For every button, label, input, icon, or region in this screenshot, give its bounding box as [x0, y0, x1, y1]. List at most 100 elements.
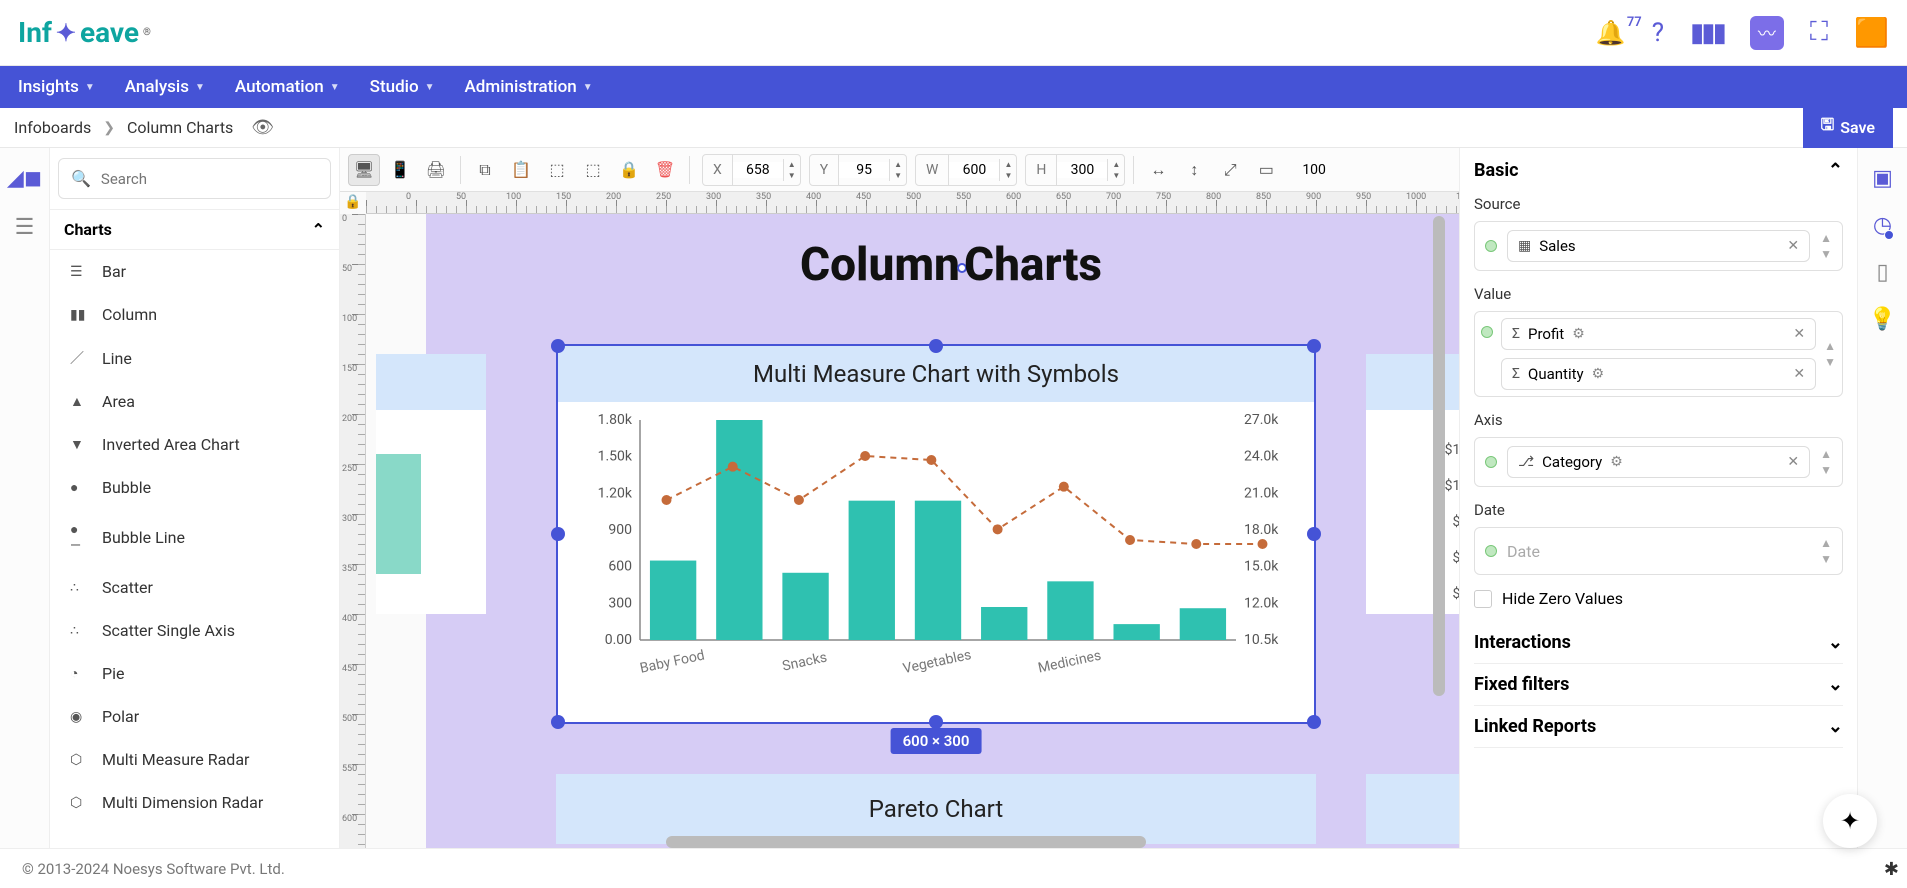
ruler-lock-icon[interactable]: 🔒 [344, 194, 361, 210]
peek-widget-left[interactable] [376, 354, 486, 614]
field-caret[interactable]: ▲▼ [1824, 339, 1836, 369]
field-caret[interactable]: ▲▼ [1820, 447, 1832, 477]
section-fixed-filters[interactable]: Fixed filters ⌄ [1474, 664, 1843, 706]
value-field[interactable]: ΣProfit⚙✕ΣQuantity⚙✕ ▲▼ [1474, 311, 1843, 397]
notifications-button[interactable]: 🔔77 [1596, 19, 1626, 47]
chart-type-item[interactable]: ⬡Multi Dimension Radar [50, 781, 339, 824]
lock-icon[interactable]: 🔒 [613, 154, 645, 186]
library-icon[interactable]: ▮▮▮ [1690, 18, 1724, 48]
fit-height-icon[interactable]: ↕ [1178, 154, 1210, 186]
resize-handle-tr[interactable] [1307, 339, 1321, 353]
resize-handle-bm[interactable] [929, 715, 943, 729]
nav-studio[interactable]: Studio▼ [370, 77, 435, 97]
remove-chip-icon[interactable]: ✕ [1787, 238, 1799, 254]
spin-down-icon[interactable]: ▼ [1108, 170, 1124, 181]
paste-icon[interactable]: 📋 [505, 154, 537, 186]
zoom-value[interactable]: 100 [1292, 162, 1336, 178]
send-back-icon[interactable]: ⬚ [577, 154, 609, 186]
settings-rail-icon[interactable]: ▣ [1872, 166, 1893, 191]
checkbox[interactable] [1474, 590, 1492, 608]
remove-chip-icon[interactable]: ✕ [1793, 326, 1805, 342]
logo[interactable]: Inf✦eave® [18, 16, 151, 49]
fullscreen-icon[interactable]: ⛶ [1810, 17, 1828, 48]
chart-type-item[interactable]: ●Bubble [50, 466, 339, 509]
field-caret[interactable]: ▲▼ [1820, 536, 1832, 566]
canvas-page[interactable]: ColumnCharts Multi Measure Chart with Sy… [426, 214, 1459, 848]
expand-icon[interactable]: ⤢ [1214, 154, 1246, 186]
chart-type-item[interactable]: ⬡Multi Measure Radar [50, 738, 339, 781]
pulse-icon[interactable]: 〰 [1750, 16, 1784, 50]
page-title[interactable]: ColumnCharts [426, 214, 1459, 302]
gauge-rail-icon[interactable]: ◷ [1873, 213, 1892, 238]
source-field[interactable]: ▦ Sales ✕ ▲▼ [1474, 221, 1843, 271]
vertical-scrollbar[interactable] [1433, 216, 1445, 696]
section-basic[interactable]: Basic ⌃ [1474, 160, 1843, 181]
nav-administration[interactable]: Administration▼ [465, 77, 593, 97]
section-interactions[interactable]: Interactions ⌄ [1474, 622, 1843, 664]
user-avatar-icon[interactable]: 🟧 [1854, 16, 1889, 49]
fit-width-icon[interactable]: ↔ [1142, 154, 1174, 186]
y-input[interactable] [839, 162, 889, 178]
resize-handle-mr[interactable] [1307, 527, 1321, 541]
shapes-icon[interactable]: ◢◼ [7, 166, 42, 191]
spin-up-icon[interactable]: ▲ [1108, 159, 1124, 170]
selected-chart-widget[interactable]: Multi Measure Chart with Symbols 1.80k1.… [556, 344, 1316, 724]
breadcrumb-root[interactable]: Infoboards [14, 118, 91, 137]
chart-type-item[interactable]: ◔Pie [50, 652, 339, 695]
mobile-view-icon[interactable]: 📱 [384, 154, 416, 186]
peek-widget-bottom[interactable]: Pareto Chart [556, 774, 1316, 844]
resize-handle-bl[interactable] [551, 715, 565, 729]
chart-type-item[interactable]: ∴Scatter [50, 566, 339, 609]
resize-handle-tm[interactable] [929, 339, 943, 353]
save-button[interactable]: 🖫Save [1803, 104, 1893, 151]
axis-field[interactable]: ⎇ Category ⚙ ✕ ▲▼ [1474, 437, 1843, 487]
chart-type-item[interactable]: ▼Inverted Area Chart [50, 423, 339, 466]
battery-icon[interactable]: ▭ [1250, 154, 1282, 186]
bug-icon[interactable]: ✱ [1884, 859, 1899, 880]
spin-down-icon[interactable]: ▼ [784, 170, 800, 181]
remove-chip-icon[interactable]: ✕ [1793, 366, 1805, 382]
section-linked-reports[interactable]: Linked Reports ⌄ [1474, 706, 1843, 748]
gear-icon[interactable]: ⚙ [1592, 366, 1605, 382]
doc-rail-icon[interactable]: ▯ [1876, 260, 1888, 285]
delete-icon[interactable]: 🗑 [649, 154, 681, 186]
bulb-rail-icon[interactable]: 💡 [1869, 307, 1896, 332]
peek-widget-bottom-right[interactable] [1366, 774, 1459, 844]
gear-icon[interactable]: ⚙ [1610, 454, 1623, 470]
desktop-view-icon[interactable]: 🖥 [348, 154, 380, 186]
remove-chip-icon[interactable]: ✕ [1787, 454, 1799, 470]
copy-icon[interactable]: ⧉ [469, 154, 501, 186]
help-icon[interactable]: ? [1652, 18, 1664, 48]
nav-insights[interactable]: Insights▼ [18, 77, 95, 97]
chart-type-item[interactable]: ◉Polar [50, 695, 339, 738]
chart-type-item[interactable]: ▲Area [50, 380, 339, 423]
section-charts[interactable]: Charts ⌃ [50, 209, 339, 250]
chart-type-item[interactable]: ▮▮Column [50, 293, 339, 336]
spin-up-icon[interactable]: ▲ [890, 159, 906, 170]
canvas-scroll[interactable]: ColumnCharts Multi Measure Chart with Sy… [366, 214, 1459, 848]
print-icon[interactable]: 🖨 [420, 154, 452, 186]
spin-up-icon[interactable]: ▲ [784, 159, 800, 170]
w-input[interactable] [949, 162, 999, 178]
resize-handle-ml[interactable] [551, 527, 565, 541]
date-field[interactable]: Date ▲▼ [1474, 527, 1843, 575]
layers-icon[interactable]: ☰ [15, 215, 35, 240]
gear-icon[interactable]: ⚙ [1572, 326, 1585, 342]
peek-widget-right[interactable]: $1500$1200$900$600$300$0 [1366, 354, 1459, 614]
resize-handle-tl[interactable] [551, 339, 565, 353]
hide-zero-row[interactable]: Hide Zero Values [1474, 589, 1843, 608]
horizontal-scrollbar[interactable] [666, 836, 1146, 848]
field-caret[interactable]: ▲▼ [1820, 231, 1832, 261]
x-input[interactable] [733, 162, 783, 178]
chart-type-item[interactable]: ∴Scatter Single Axis [50, 609, 339, 652]
spin-up-icon[interactable]: ▲ [1000, 159, 1016, 170]
spin-down-icon[interactable]: ▼ [890, 170, 906, 181]
search-input[interactable] [101, 170, 318, 188]
spin-down-icon[interactable]: ▼ [1000, 170, 1016, 181]
chart-type-item[interactable]: ☰Bar [50, 250, 339, 293]
nav-automation[interactable]: Automation▼ [235, 77, 340, 97]
resize-handle-br[interactable] [1307, 715, 1321, 729]
floating-logo-button[interactable]: ✦ [1823, 794, 1877, 848]
preview-icon[interactable]: 👁 [251, 117, 274, 138]
bring-front-icon[interactable]: ⬚ [541, 154, 573, 186]
